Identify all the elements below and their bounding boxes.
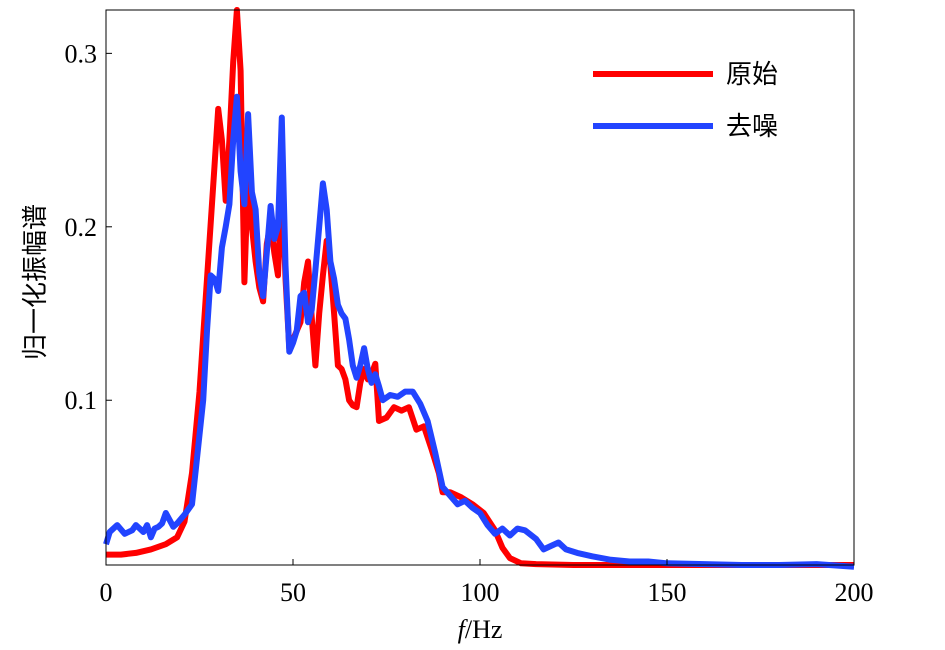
x-axis-title-italic: f <box>458 615 469 644</box>
y-tick-label: 0.2 <box>65 213 98 242</box>
x-tick-label: 150 <box>648 578 687 607</box>
y-axis: 0.1 0.2 0.3 <box>65 39 112 415</box>
x-axis-title: f/Hz <box>458 615 503 644</box>
series-line-denoised <box>103 93 855 570</box>
legend: 原始 去噪 <box>593 60 778 142</box>
x-tick-label: 200 <box>835 578 874 607</box>
x-tick-label: 0 <box>100 578 113 607</box>
y-tick-label: 0.1 <box>65 386 98 415</box>
x-axis-title-unit: /Hz <box>465 615 503 644</box>
legend-label-denoised: 去噪 <box>726 112 778 142</box>
y-tick-label: 0.3 <box>65 39 98 68</box>
series-layer <box>103 7 855 570</box>
legend-label-original: 原始 <box>726 60 778 90</box>
x-axis: 0 50 100 150 200 <box>100 559 874 607</box>
x-tick-label: 50 <box>280 578 306 607</box>
x-tick-label: 100 <box>461 578 500 607</box>
y-axis-title: 归一化振幅谱 <box>21 204 50 360</box>
